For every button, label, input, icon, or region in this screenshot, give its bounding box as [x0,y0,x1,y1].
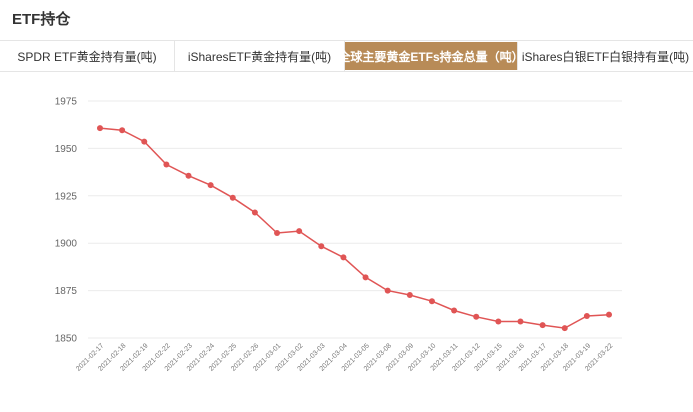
y-tick-label: 1900 [55,239,78,250]
y-axis: 1850 1875 1900 1925 1950 1975 [55,97,78,345]
data-point[interactable] [362,274,369,281]
data-point[interactable] [229,194,236,201]
data-points [97,125,612,332]
data-point[interactable] [428,298,435,305]
line-chart: 1850 1875 1900 1925 1950 1975 2021-02-172021-… [55,97,622,373]
data-point[interactable] [406,291,413,298]
data-point[interactable] [163,161,170,168]
data-point[interactable] [318,243,325,250]
tab-global-gold-etfs[interactable]: 全球主要黄金ETFs持金总量（吨） [338,42,524,70]
tab-spdr-gold[interactable]: SPDR ETF黄金持有量(吨) [0,41,175,71]
x-axis: 2021-02-172021-02-182021-02-192021-02-22… [75,342,614,372]
data-point[interactable] [274,229,281,236]
y-tick-label: 1925 [55,191,78,202]
data-point[interactable] [495,318,502,325]
data-point[interactable] [384,287,391,294]
tab-bar: SPDR ETF黄金持有量(吨) iSharesETF黄金持有量(吨) 全球主要… [0,40,693,72]
data-point[interactable] [561,325,568,332]
data-point[interactable] [296,228,303,235]
data-point[interactable] [185,172,192,179]
y-tick-label: 1850 [55,334,78,345]
data-point[interactable] [606,311,612,318]
tab-ishares-gold[interactable]: iSharesETF黄金持有量(吨) [175,41,345,71]
y-tick-label: 1950 [55,144,78,155]
grid-lines [88,100,622,339]
data-point[interactable] [207,182,214,189]
data-point[interactable] [451,307,458,314]
series-line [99,127,610,329]
data-point[interactable] [583,313,590,320]
data-point[interactable] [97,125,103,132]
tab-ishares-silver[interactable]: iShares白银ETF白银持有量(吨) [521,49,690,64]
data-point[interactable] [539,322,546,329]
page-title: ETF持仓 [12,11,71,28]
data-point[interactable] [141,138,148,145]
y-tick-label: 1875 [55,286,78,297]
y-tick-label: 1975 [55,97,78,108]
data-point[interactable] [340,254,347,261]
data-point[interactable] [517,318,524,325]
data-point[interactable] [251,209,258,216]
data-point[interactable] [119,127,126,134]
data-point[interactable] [473,313,480,320]
